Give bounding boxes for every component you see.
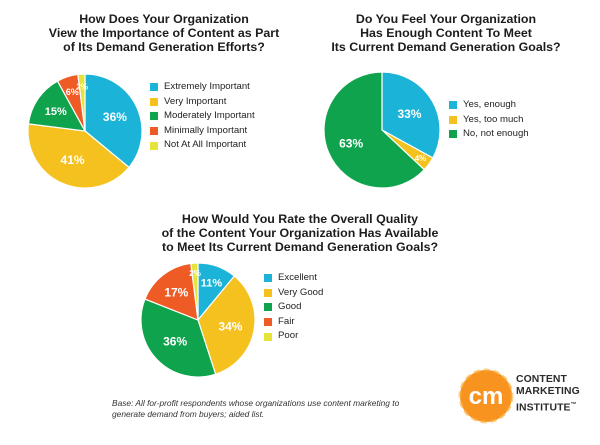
pie-slice-moderately-important — [27, 80, 87, 132]
cmi-logo-line-3: INSTITUTE — [516, 402, 571, 414]
legend-item: No, not enough — [449, 127, 529, 142]
pie-slice-poor — [190, 262, 199, 321]
pie-slice-very-good — [197, 275, 256, 375]
legend-label: Very Good — [278, 286, 324, 298]
legend-swatch — [264, 274, 272, 283]
legend-swatch — [150, 141, 158, 150]
pie-data-label: 41% — [61, 153, 85, 167]
pie-data-label: 34% — [218, 319, 242, 333]
pie-slice-no-not-enough — [323, 71, 426, 189]
legend-label: Yes, too much — [463, 113, 524, 125]
pie-chart-importance: 36% 41% 15% 6%2% — [27, 73, 143, 189]
legend-swatch — [150, 83, 158, 92]
legend-item: Yes, enough — [449, 98, 529, 113]
pie-data-label: 36% — [163, 335, 187, 349]
pie-chart-quality: 11% 34% 36% 17%2% — [140, 262, 256, 378]
legend-label: Poor — [278, 330, 299, 342]
legend-item: Good — [264, 300, 323, 315]
cmi-logo-line-1: CONTENT — [516, 374, 567, 385]
chart-3-title: How Would You Rate the Overall Quality o… — [161, 212, 439, 254]
legend-label: Moderately Important — [164, 110, 255, 122]
legend-item: Not At All Important — [150, 138, 255, 153]
legend-label: Excellent — [278, 272, 317, 283]
legend-label: No, not enough — [463, 128, 529, 140]
legend-swatch — [449, 101, 457, 110]
legend-item: Fair — [264, 315, 323, 330]
legend-swatch — [264, 288, 272, 297]
chart-2-legend: Yes, enough Yes, too much No, not enough — [449, 98, 529, 142]
pie-data-label: 36% — [103, 110, 127, 124]
pie-slice-good — [140, 298, 217, 378]
legend-swatch — [449, 115, 457, 124]
footnote: Base: All for-profit respondents whose o… — [112, 398, 400, 419]
pie-slice-extremely-important — [84, 73, 143, 169]
legend-swatch — [264, 332, 272, 341]
pie-data-label: 17% — [164, 285, 188, 299]
chart-1-title: How Does Your Organization View the Impo… — [48, 12, 280, 54]
pie-slice-yes-enough — [381, 71, 441, 159]
cmi-logo-wordmark: CONTENT MARKETING INSTITUTE™ — [516, 374, 580, 415]
pie-data-label: 33% — [397, 107, 421, 121]
pie-slice-fair — [144, 262, 199, 321]
legend-swatch — [264, 318, 272, 327]
pie-data-label: 2% — [189, 269, 201, 278]
pie-slice-very-important — [27, 123, 130, 189]
cmi-logo-mark: cm — [458, 368, 514, 424]
chart-2-title: Do You Feel Your Organization Has Enough… — [331, 12, 561, 54]
legend-label: Extremely Important — [164, 81, 250, 92]
pie-data-label: 4% — [415, 154, 427, 163]
pie-data-label: 6% — [66, 87, 79, 97]
legend-label: Minimally Important — [164, 124, 248, 136]
pie-slice-not-at-all-important — [77, 73, 86, 132]
pie-data-label: 2% — [76, 82, 88, 91]
legend-label: Yes, enough — [463, 99, 516, 110]
legend-swatch — [264, 303, 272, 312]
pie-data-label: 11% — [201, 277, 223, 289]
legend-label: Very Important — [164, 95, 227, 107]
legend-item: Poor — [264, 329, 323, 344]
chart-3-legend: Excellent Very Good Good Fair Poor — [264, 271, 323, 344]
legend-swatch — [449, 130, 457, 139]
cmi-logo-line-2: MARKETING — [516, 386, 580, 398]
legend-label: Fair — [278, 315, 295, 327]
legend-swatch — [150, 127, 158, 136]
chart-1-legend: Extremely Important Very Important Moderat… — [150, 80, 255, 153]
pie-data-label: 63% — [339, 137, 363, 151]
legend-label: Not At All Important — [164, 139, 247, 151]
pie-chart-enough-content: 33% 4% 63% — [323, 71, 441, 189]
cmi-logo-mark-text: cm — [469, 383, 504, 410]
legend-item: Excellent — [264, 271, 323, 286]
cmi-logo: cm CONTENT MARKETING INSTITUTE™ — [458, 364, 598, 434]
pie-data-label: 15% — [45, 106, 67, 118]
legend-item: Very Important — [150, 95, 255, 110]
legend-item: Minimally Important — [150, 124, 255, 139]
legend-label: Good — [278, 301, 302, 313]
legend-swatch — [150, 97, 158, 106]
legend-item: Very Good — [264, 286, 323, 301]
cmi-logo-tm: ™ — [570, 401, 577, 408]
legend-swatch — [150, 112, 158, 121]
legend-item: Yes, too much — [449, 113, 529, 128]
legend-item: Moderately Important — [150, 109, 255, 124]
legend-item: Extremely Important — [150, 80, 255, 95]
